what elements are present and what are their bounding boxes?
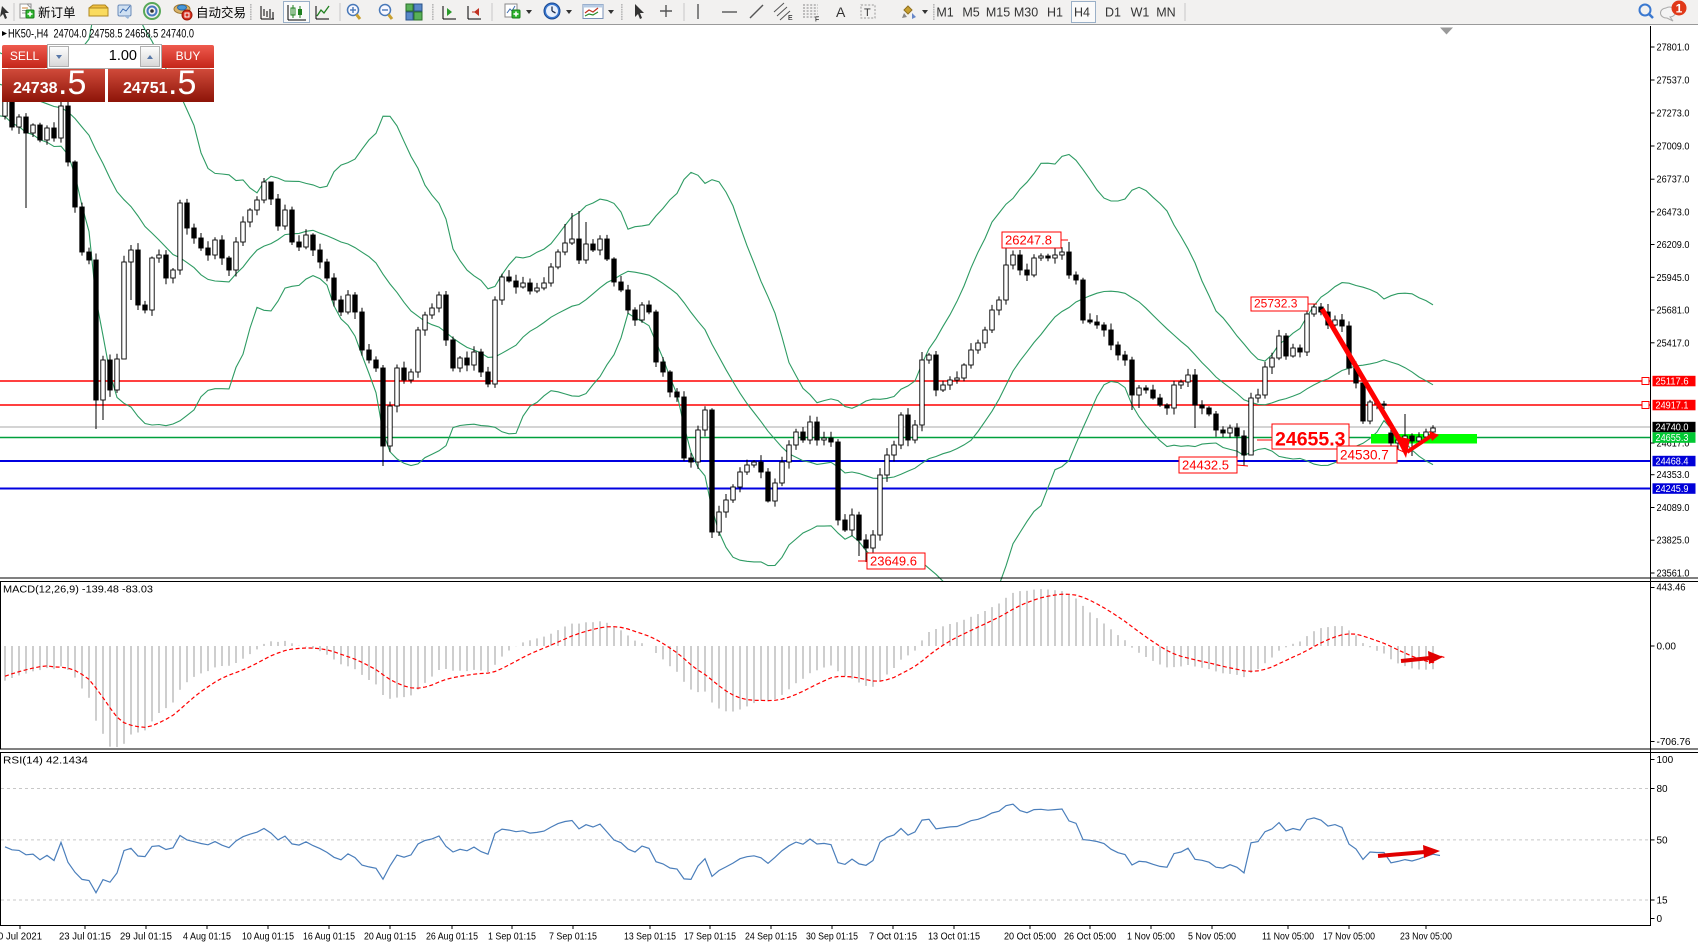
svg-text:24245.9: 24245.9 — [1656, 484, 1689, 495]
svg-text:24468.4: 24468.4 — [1656, 457, 1689, 468]
svg-text:80: 80 — [1657, 784, 1669, 795]
svg-text:24530.7: 24530.7 — [1340, 448, 1389, 463]
svg-text:7 Oct 01:15: 7 Oct 01:15 — [869, 932, 917, 943]
svg-text:443.46: 443.46 — [1657, 583, 1686, 594]
svg-text:23 Nov 05:00: 23 Nov 05:00 — [1400, 932, 1452, 943]
svg-text:17 Sep 01:15: 17 Sep 01:15 — [684, 932, 736, 943]
svg-text:11 Nov 05:00: 11 Nov 05:00 — [1262, 932, 1314, 943]
svg-text:RSI(14) 42.1434: RSI(14) 42.1434 — [3, 756, 88, 767]
svg-text:0.00: 0.00 — [1657, 642, 1677, 653]
svg-text:MN: MN — [1156, 6, 1175, 20]
svg-text:M5: M5 — [962, 6, 979, 20]
svg-text:10 Aug 01:15: 10 Aug 01:15 — [242, 932, 294, 943]
svg-text:1 Nov 05:00: 1 Nov 05:00 — [1127, 932, 1175, 943]
svg-text:24 Sep 01:15: 24 Sep 01:15 — [745, 932, 797, 943]
svg-text:W1: W1 — [1131, 6, 1150, 20]
svg-text:24617.0: 24617.0 — [1657, 439, 1690, 450]
svg-text:17 Nov 05:00: 17 Nov 05:00 — [1323, 932, 1375, 943]
svg-text:MACD(12,26,9) -139.48 -83.03: MACD(12,26,9) -139.48 -83.03 — [3, 585, 153, 596]
svg-text:20 Oct 05:00: 20 Oct 05:00 — [1004, 932, 1056, 943]
svg-text:25117.6: 25117.6 — [1656, 377, 1689, 388]
svg-text:23825.0: 23825.0 — [1657, 536, 1690, 547]
svg-text:25681.0: 25681.0 — [1657, 306, 1690, 317]
svg-text:M30: M30 — [1014, 6, 1038, 20]
svg-text:25417.0: 25417.0 — [1657, 338, 1690, 349]
svg-text:26 Oct 05:00: 26 Oct 05:00 — [1064, 932, 1116, 943]
svg-text:20 Aug 01:15: 20 Aug 01:15 — [364, 932, 416, 943]
svg-text:24917.1: 24917.1 — [1656, 401, 1689, 412]
svg-text:M15: M15 — [986, 6, 1010, 20]
svg-text:15: 15 — [1657, 895, 1669, 906]
svg-text:E: E — [788, 15, 793, 22]
svg-text:H4: H4 — [1074, 6, 1090, 20]
svg-text:1: 1 — [1676, 2, 1683, 16]
svg-text:A: A — [836, 4, 846, 20]
svg-text:0 Jul 2021: 0 Jul 2021 — [0, 932, 42, 943]
svg-text:HK50-,H4 24704.0 24758.5 2465: HK50-,H4 24704.0 24758.5 24658.5 24740.0 — [8, 29, 194, 41]
svg-text:27009.0: 27009.0 — [1657, 142, 1690, 153]
svg-text:16 Aug 01:15: 16 Aug 01:15 — [303, 932, 355, 943]
svg-text:自动交易: 自动交易 — [196, 5, 246, 20]
svg-text:27273.0: 27273.0 — [1657, 109, 1690, 120]
svg-text:F: F — [815, 17, 819, 24]
svg-text:13 Oct 01:15: 13 Oct 01:15 — [928, 932, 980, 943]
svg-text:24353.0: 24353.0 — [1657, 470, 1690, 481]
svg-text:5 Nov 05:00: 5 Nov 05:00 — [1188, 932, 1236, 943]
svg-text:26737.0: 26737.0 — [1657, 175, 1690, 186]
svg-text:M1: M1 — [936, 6, 953, 20]
svg-text:H1: H1 — [1047, 6, 1063, 20]
svg-text:30 Sep 01:15: 30 Sep 01:15 — [806, 932, 858, 943]
svg-text:26473.0: 26473.0 — [1657, 207, 1690, 218]
svg-text:0: 0 — [1657, 914, 1663, 925]
svg-text:T: T — [864, 7, 871, 19]
svg-text:24655.3: 24655.3 — [1275, 429, 1346, 451]
svg-text:1 Sep 01:15: 1 Sep 01:15 — [488, 932, 536, 943]
svg-text:新订单: 新订单 — [38, 5, 76, 20]
svg-text:24655.3: 24655.3 — [1656, 433, 1689, 444]
svg-text:29 Jul 01:15: 29 Jul 01:15 — [120, 932, 172, 943]
svg-text:100: 100 — [1657, 755, 1674, 766]
svg-text:23 Jul 01:15: 23 Jul 01:15 — [59, 932, 111, 943]
svg-text:50: 50 — [1657, 835, 1669, 846]
svg-text:13 Sep 01:15: 13 Sep 01:15 — [624, 932, 676, 943]
svg-text:23561.0: 23561.0 — [1657, 569, 1690, 580]
svg-text:D1: D1 — [1105, 6, 1121, 20]
svg-text:-706.76: -706.76 — [1657, 737, 1691, 748]
svg-text:27801.0: 27801.0 — [1657, 43, 1690, 54]
svg-text:24432.5: 24432.5 — [1182, 458, 1229, 473]
svg-text:25732.3: 25732.3 — [1254, 297, 1298, 311]
svg-text:26247.8: 26247.8 — [1005, 233, 1052, 248]
svg-text:27537.0: 27537.0 — [1657, 76, 1690, 87]
svg-text:7 Sep 01:15: 7 Sep 01:15 — [549, 932, 597, 943]
svg-text:4 Aug 01:15: 4 Aug 01:15 — [183, 932, 231, 943]
svg-text:24740.0: 24740.0 — [1656, 423, 1689, 434]
svg-text:23649.6: 23649.6 — [870, 554, 917, 569]
svg-text:24089.0: 24089.0 — [1657, 503, 1690, 514]
svg-text:26209.0: 26209.0 — [1657, 240, 1690, 251]
svg-text:25945.0: 25945.0 — [1657, 273, 1690, 284]
svg-text:26 Aug 01:15: 26 Aug 01:15 — [426, 932, 478, 943]
